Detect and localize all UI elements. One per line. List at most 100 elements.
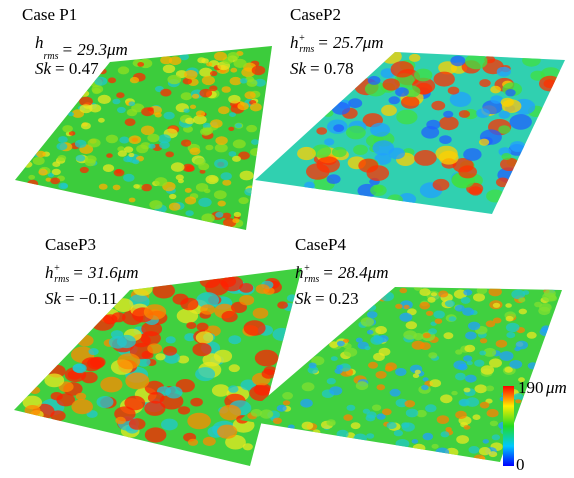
surface-feature (94, 77, 107, 86)
surface-feature (455, 349, 462, 354)
surface-feature (401, 96, 419, 109)
surface-feature (77, 335, 94, 347)
surface-feature (50, 178, 60, 185)
surface-feature (164, 112, 175, 120)
surface-feature (373, 353, 385, 361)
figure: Case P1hrms= 29.3μmSk= 0.47CaseP2h+rms= … (0, 0, 574, 478)
surface-feature (255, 350, 279, 367)
surface-feature (200, 274, 220, 288)
surface-feature (498, 125, 510, 134)
surface-feature (115, 417, 126, 424)
surface-feature (329, 421, 336, 426)
surface-feature (465, 332, 477, 340)
surface-feature (540, 328, 552, 336)
surface-feature (431, 292, 437, 296)
surface-feature (195, 367, 215, 381)
surface-feature (147, 134, 159, 143)
surface-feature (439, 135, 452, 144)
surface-feature (464, 345, 475, 353)
surface-feature (368, 76, 381, 85)
surface-feature (492, 434, 500, 440)
surface-feature (185, 118, 195, 125)
surface-feature (232, 156, 241, 162)
surface-feature (505, 89, 515, 96)
surface-feature (445, 300, 455, 307)
surface-feature (506, 332, 515, 338)
surface-feature (476, 108, 490, 118)
surface-feature (435, 319, 443, 324)
surface-feature (188, 439, 198, 446)
surface-feature (365, 346, 371, 350)
surface-feature (415, 370, 421, 374)
surface-feature (515, 399, 521, 403)
surface-feature (444, 332, 454, 339)
surface-feature (252, 66, 266, 76)
surface-feature (486, 386, 494, 392)
h-symbol: h (290, 33, 299, 52)
surface-feature (380, 292, 394, 302)
surface-feature (354, 434, 367, 443)
surface-feature (300, 399, 313, 408)
surface-feature (412, 439, 419, 444)
surface-feature (370, 123, 390, 137)
surface-feature (200, 128, 211, 136)
surface-feature (423, 433, 434, 440)
surface-feature (210, 119, 222, 128)
surface-feature (375, 326, 387, 334)
surface-feature (212, 384, 230, 396)
colorbar-max: 190 (518, 378, 544, 397)
surface-feature (304, 182, 315, 190)
surface-feature (76, 155, 86, 162)
surface-feature (347, 405, 356, 411)
surface-feature (419, 302, 430, 310)
surface-feature (218, 106, 229, 114)
surface-feature (395, 368, 406, 376)
h-value: = 29.3μm (62, 40, 128, 59)
surface-feature (489, 287, 502, 296)
surface-feature (390, 389, 401, 397)
surface (15, 46, 272, 230)
surface-feature (85, 155, 97, 163)
panel-title: CaseP2 (290, 5, 341, 24)
h-symbol: h (35, 33, 44, 52)
sk-value: = 0.23 (315, 289, 359, 308)
surface-feature (52, 169, 61, 175)
surface-feature (473, 293, 485, 301)
surface-feature (76, 393, 87, 400)
surface-feature (23, 161, 32, 167)
surface-feature (229, 112, 236, 117)
surface-feature (116, 169, 122, 173)
surface-feature (253, 308, 269, 319)
surface-feature (200, 304, 215, 314)
surface-feature (312, 429, 320, 435)
surface-feature (441, 431, 450, 437)
surface-feature (385, 362, 397, 370)
surface-feature (147, 343, 162, 353)
surface-feature (214, 190, 227, 199)
surface-feature (368, 362, 378, 369)
surface-feature (185, 197, 196, 205)
surface-feature (376, 371, 387, 379)
surface-feature (356, 338, 363, 343)
panel-title: CaseP3 (45, 235, 96, 254)
surface-feature (129, 198, 136, 203)
surface-feature (423, 333, 431, 339)
surface-feature (433, 179, 450, 191)
surface-feature (250, 103, 262, 111)
surface-feature (490, 421, 498, 427)
surface-feature (403, 330, 417, 339)
surface-feature (123, 174, 134, 182)
h-rms-label: hrms= 29.3μm (35, 33, 128, 62)
surface-feature (450, 56, 465, 67)
surface-feature (185, 165, 194, 172)
surface-feature (381, 105, 397, 116)
surface-feature (456, 435, 469, 444)
surface-feature (327, 378, 336, 384)
surface-feature (98, 118, 105, 123)
surface-feature (178, 179, 184, 183)
surface-feature (129, 101, 136, 106)
h-sup: + (54, 263, 61, 274)
surface-feature (455, 373, 466, 381)
sk-symbol: Sk (290, 59, 307, 78)
surface-feature (181, 140, 191, 147)
